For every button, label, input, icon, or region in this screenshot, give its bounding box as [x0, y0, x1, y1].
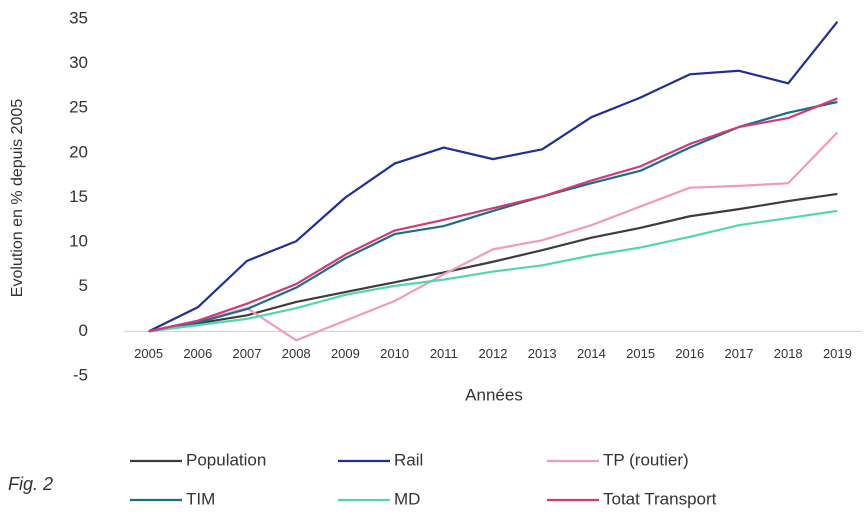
x-tick-label: 2018 — [774, 346, 803, 361]
x-tick-label: 2014 — [577, 346, 606, 361]
y-tick-label: 20 — [69, 142, 88, 161]
x-tick-label: 2012 — [479, 346, 508, 361]
y-tick-label: -5 — [73, 365, 88, 384]
series-line — [148, 131, 839, 342]
legend-label: MD — [394, 489, 420, 508]
x-tick-label: 2007 — [233, 346, 262, 361]
series-line — [148, 20, 839, 333]
x-tick-label: 2013 — [528, 346, 557, 361]
x-tick-label: 2011 — [430, 346, 458, 361]
annotation: Fig. 2 — [8, 474, 53, 494]
y-axis-label: Evolution en % depuis 2005 — [9, 99, 26, 297]
legend-label: Population — [186, 450, 266, 469]
series-line — [148, 192, 838, 333]
series-line — [148, 97, 838, 333]
x-axis-label: Années — [465, 385, 523, 404]
legend-label: TP (routier) — [603, 450, 689, 469]
x-tick-label: 2008 — [282, 346, 311, 361]
legend-label: Rail — [394, 450, 423, 469]
y-tick-label: 35 — [69, 8, 88, 27]
x-tick-label: 2019 — [823, 346, 852, 361]
x-tick-label: 2009 — [331, 346, 360, 361]
y-tick-label: 0 — [79, 321, 88, 340]
x-tick-label: 2006 — [183, 346, 212, 361]
y-tick-label: 5 — [79, 276, 88, 295]
series-line — [148, 209, 838, 333]
y-tick-label: 15 — [69, 187, 88, 206]
y-tick-label: 10 — [69, 232, 88, 251]
y-tick-label: 30 — [69, 53, 88, 72]
series-line — [148, 100, 838, 333]
x-tick-label: 2010 — [380, 346, 409, 361]
x-tick-label: 2016 — [675, 346, 704, 361]
y-tick-label: 25 — [69, 98, 88, 117]
x-tick-label: 2015 — [626, 346, 655, 361]
legend-label: Totat Transport — [603, 489, 717, 508]
x-tick-label: 2005 — [134, 346, 163, 361]
legend-label: TIM — [186, 489, 215, 508]
x-tick-label: 2017 — [725, 346, 754, 361]
